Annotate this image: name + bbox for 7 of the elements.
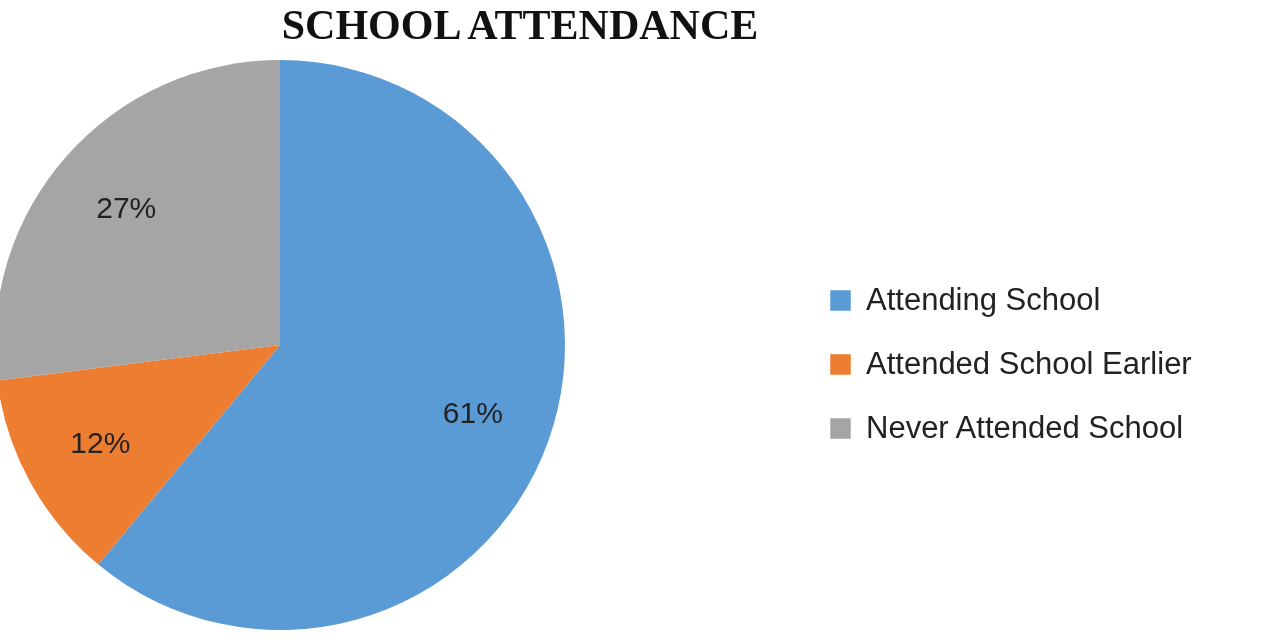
legend-label: Attending School (866, 281, 1101, 317)
legend-label: Never Attended School (866, 409, 1184, 445)
data-label: 12% (70, 425, 131, 459)
chart-title: SCHOOL ATTENDANCE (281, 2, 759, 48)
data-label: 27% (96, 191, 157, 225)
data-label: 61% (442, 396, 503, 430)
legend-label: Attended School Earlier (866, 345, 1192, 381)
